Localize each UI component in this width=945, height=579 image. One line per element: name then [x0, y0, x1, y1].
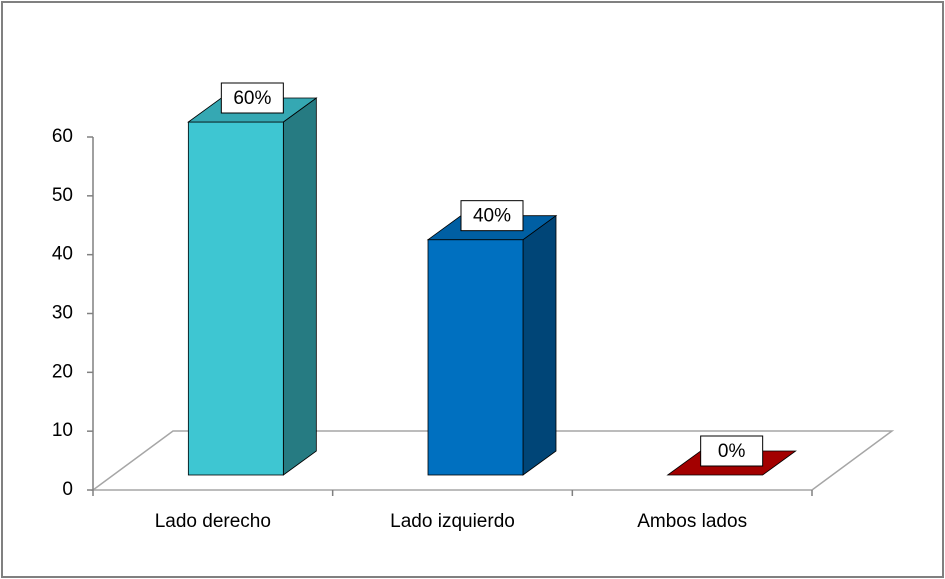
x-tick-label: Lado izquierdo	[390, 511, 515, 532]
y-tick-label: 30	[52, 303, 73, 324]
value-label-box	[460, 200, 524, 232]
y-tick-label: 20	[52, 361, 73, 382]
bar-side	[522, 214, 557, 476]
x-tick-label: Ambos lados	[637, 511, 747, 532]
value-label-box	[700, 435, 764, 467]
value-label: 60%	[233, 88, 271, 109]
y-tick-label: 0	[62, 479, 73, 500]
y-tick-label: 40	[52, 244, 73, 265]
value-label-box	[220, 82, 284, 114]
bar-front	[427, 239, 524, 476]
y-tick-label: 10	[52, 420, 73, 441]
value-label: 40%	[473, 206, 511, 227]
x-tick-label: Lado derecho	[155, 511, 271, 532]
value-label: 0%	[718, 441, 746, 462]
y-tick-label: 50	[52, 185, 73, 206]
bar-side	[282, 97, 317, 476]
bar	[426, 214, 558, 476]
bar	[187, 97, 318, 476]
y-tick-label: 60	[52, 126, 73, 147]
bar-front	[187, 121, 284, 476]
